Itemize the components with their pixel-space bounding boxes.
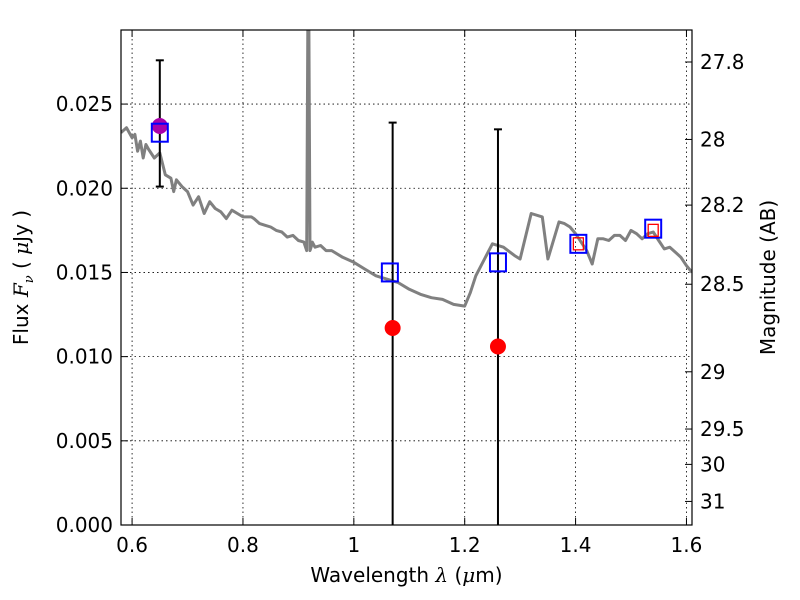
x-tick-label: 1.4 [560,533,592,557]
observed-point [489,338,506,355]
y2-tick-label: 31 [700,489,725,513]
y2-tick-label: 28.5 [700,272,745,296]
x-tick-label: 1 [347,533,360,557]
y-axis-label: Flux Fν ( μJy ) [9,210,37,345]
y-tick-label: 0.000 [56,513,113,537]
grid [121,30,692,525]
y-tick-label: 0.025 [56,92,113,116]
model-point-square [488,252,507,273]
y2-tick-label: 29.5 [700,417,745,441]
y2-tick-label: 30 [700,452,725,476]
ticks: 0.6 0.8 1 1.2 1.4 1.6 0.000 0.005 0.010 0.015 0.02… [56,30,745,557]
observed-point [384,320,401,337]
spectrum-layer [121,30,692,308]
y2-tick-label: 27.8 [700,50,745,74]
observed-point [151,117,168,134]
x-tick-label: 0.8 [227,533,259,557]
model-spectrum-line [121,30,692,308]
y-tick-label: 0.015 [56,260,113,284]
model-point-square [150,122,169,143]
model-point-square [644,218,663,239]
data-markers [150,117,663,355]
y2-axis-label: Magnitude (AB) [756,200,780,355]
y-tick-label: 0.020 [56,176,113,200]
y-tick-label: 0.010 [56,345,113,369]
y2-tick-label: 28 [700,127,725,151]
small-point-square [647,223,659,238]
small-point-square [572,237,585,251]
y-tick-label: 0.005 [56,429,113,453]
x-tick-label: 0.6 [116,533,148,557]
model-point-square [380,262,399,283]
model-point-square [569,233,588,254]
y2-tick-label: 29 [700,360,725,384]
y2-tick-label: 28.2 [700,193,745,217]
x-axis-label: Wavelength λ (μm) [310,563,502,587]
error-bars [155,59,502,525]
x-tick-label: 1.6 [671,533,703,557]
plot-frame [120,29,693,526]
x-tick-label: 1.2 [449,533,481,557]
